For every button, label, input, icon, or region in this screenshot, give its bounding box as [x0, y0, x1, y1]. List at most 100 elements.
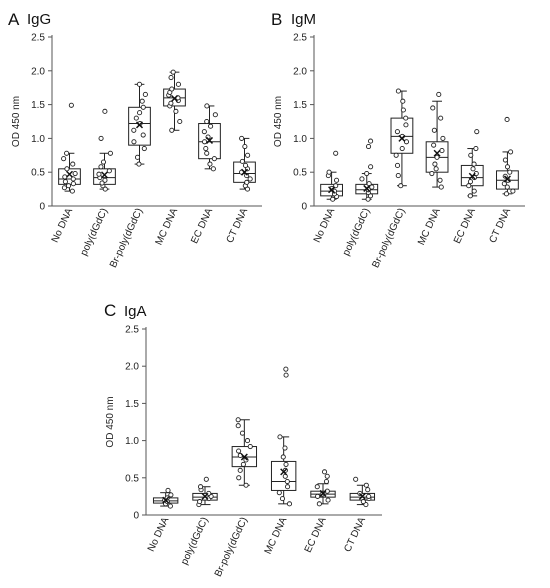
box-br-poly-dgdc-	[390, 88, 414, 189]
y-tick-label: 0.5	[31, 168, 45, 179]
data-point	[102, 108, 108, 114]
data-point	[285, 484, 291, 490]
mean-marker	[162, 496, 170, 504]
box-ct-dna	[496, 116, 519, 197]
data-point	[96, 171, 102, 177]
data-point	[212, 112, 218, 118]
data-point	[438, 115, 444, 121]
data-point	[325, 497, 331, 503]
data-point	[242, 143, 248, 150]
data-point	[237, 467, 243, 473]
data-point	[504, 164, 511, 170]
y-tick-label: 1.0	[293, 134, 307, 145]
data-point	[508, 149, 514, 155]
data-point	[323, 478, 330, 485]
data-point	[131, 139, 137, 145]
data-point	[394, 162, 401, 168]
mean-marker	[135, 121, 144, 129]
data-point	[235, 423, 241, 429]
data-point	[247, 176, 253, 182]
data-point	[398, 183, 404, 189]
data-point	[471, 161, 477, 167]
x-tick-label: Br-poly(dGdC)	[108, 207, 145, 270]
y-tick-label: 0	[301, 202, 307, 213]
x-tick-label: poly(dGdC)	[79, 207, 111, 258]
panel-letter: C	[104, 301, 116, 320]
data-point	[106, 168, 112, 174]
data-point	[197, 499, 203, 505]
data-point	[204, 150, 210, 156]
data-point	[244, 438, 251, 444]
data-point	[131, 127, 137, 133]
data-point	[466, 183, 472, 189]
data-point	[204, 118, 210, 125]
data-point	[324, 473, 330, 479]
data-point	[100, 159, 107, 165]
x-tick-label: EC DNA	[303, 515, 329, 554]
data-point	[333, 183, 339, 189]
data-point	[202, 139, 208, 145]
data-point	[70, 161, 76, 167]
data-point	[136, 81, 143, 87]
data-point	[245, 152, 251, 158]
data-point	[136, 161, 142, 167]
data-point	[98, 164, 104, 170]
box-mc-dna	[163, 69, 186, 133]
data-point	[359, 176, 365, 182]
data-point	[139, 98, 145, 104]
x-tick-label: No DNA	[50, 206, 76, 244]
data-point	[244, 179, 250, 185]
data-point	[430, 105, 436, 111]
data-point	[140, 104, 146, 110]
data-point	[134, 154, 141, 160]
data-point	[504, 184, 510, 190]
data-point	[64, 150, 70, 156]
data-point	[64, 166, 70, 172]
data-point	[140, 132, 146, 138]
data-point	[70, 176, 76, 182]
data-point	[240, 461, 246, 467]
data-point	[211, 156, 217, 162]
data-point	[333, 150, 339, 156]
mean-marker	[65, 170, 74, 178]
data-point	[321, 469, 328, 475]
data-point	[399, 145, 405, 152]
x-tick-label: poly(dGdC)	[341, 207, 373, 258]
box-poly-dgdc-	[93, 108, 116, 192]
chart-panel-c: C IgA 0 0.5 1.0 1.5 2.0 2.5 OD 450 nm No DNA poly(…	[104, 301, 382, 579]
data-point	[177, 118, 183, 125]
data-point	[400, 98, 406, 104]
y-axis-label: OD 450 nm	[273, 96, 284, 147]
y-axis-label: OD 450 nm	[105, 396, 116, 447]
data-point	[440, 135, 446, 141]
data-point	[432, 161, 438, 167]
data-point	[501, 181, 507, 187]
mean-marker	[280, 468, 288, 476]
data-point	[239, 135, 245, 141]
data-point	[365, 143, 372, 150]
data-point	[61, 185, 67, 191]
box-poly-dgdc-	[192, 476, 218, 508]
data-point	[510, 188, 516, 194]
data-point	[360, 499, 366, 505]
y-tick-label: 0	[133, 511, 139, 522]
x-tick-label: EC DNA	[452, 206, 478, 245]
box-ec-dna	[460, 129, 484, 199]
data-point	[507, 169, 513, 175]
y-tick-label: 2.5	[293, 33, 307, 44]
mean-marker	[468, 172, 476, 180]
data-point	[236, 448, 242, 454]
data-point	[242, 162, 249, 168]
data-point	[429, 171, 435, 177]
data-point	[198, 484, 204, 490]
mean-marker	[319, 489, 327, 497]
data-point	[72, 171, 78, 177]
data-point	[167, 503, 173, 509]
data-point	[207, 161, 213, 167]
data-point	[326, 169, 332, 175]
chart-panel-a: A IgG 0 0.5 1.0 1.5 2.0 2.5 OD 450 nm No DNA poly(…	[8, 10, 262, 270]
iqr-box	[58, 168, 81, 185]
data-point	[395, 173, 401, 179]
data-point	[284, 478, 290, 485]
data-point	[107, 150, 113, 156]
